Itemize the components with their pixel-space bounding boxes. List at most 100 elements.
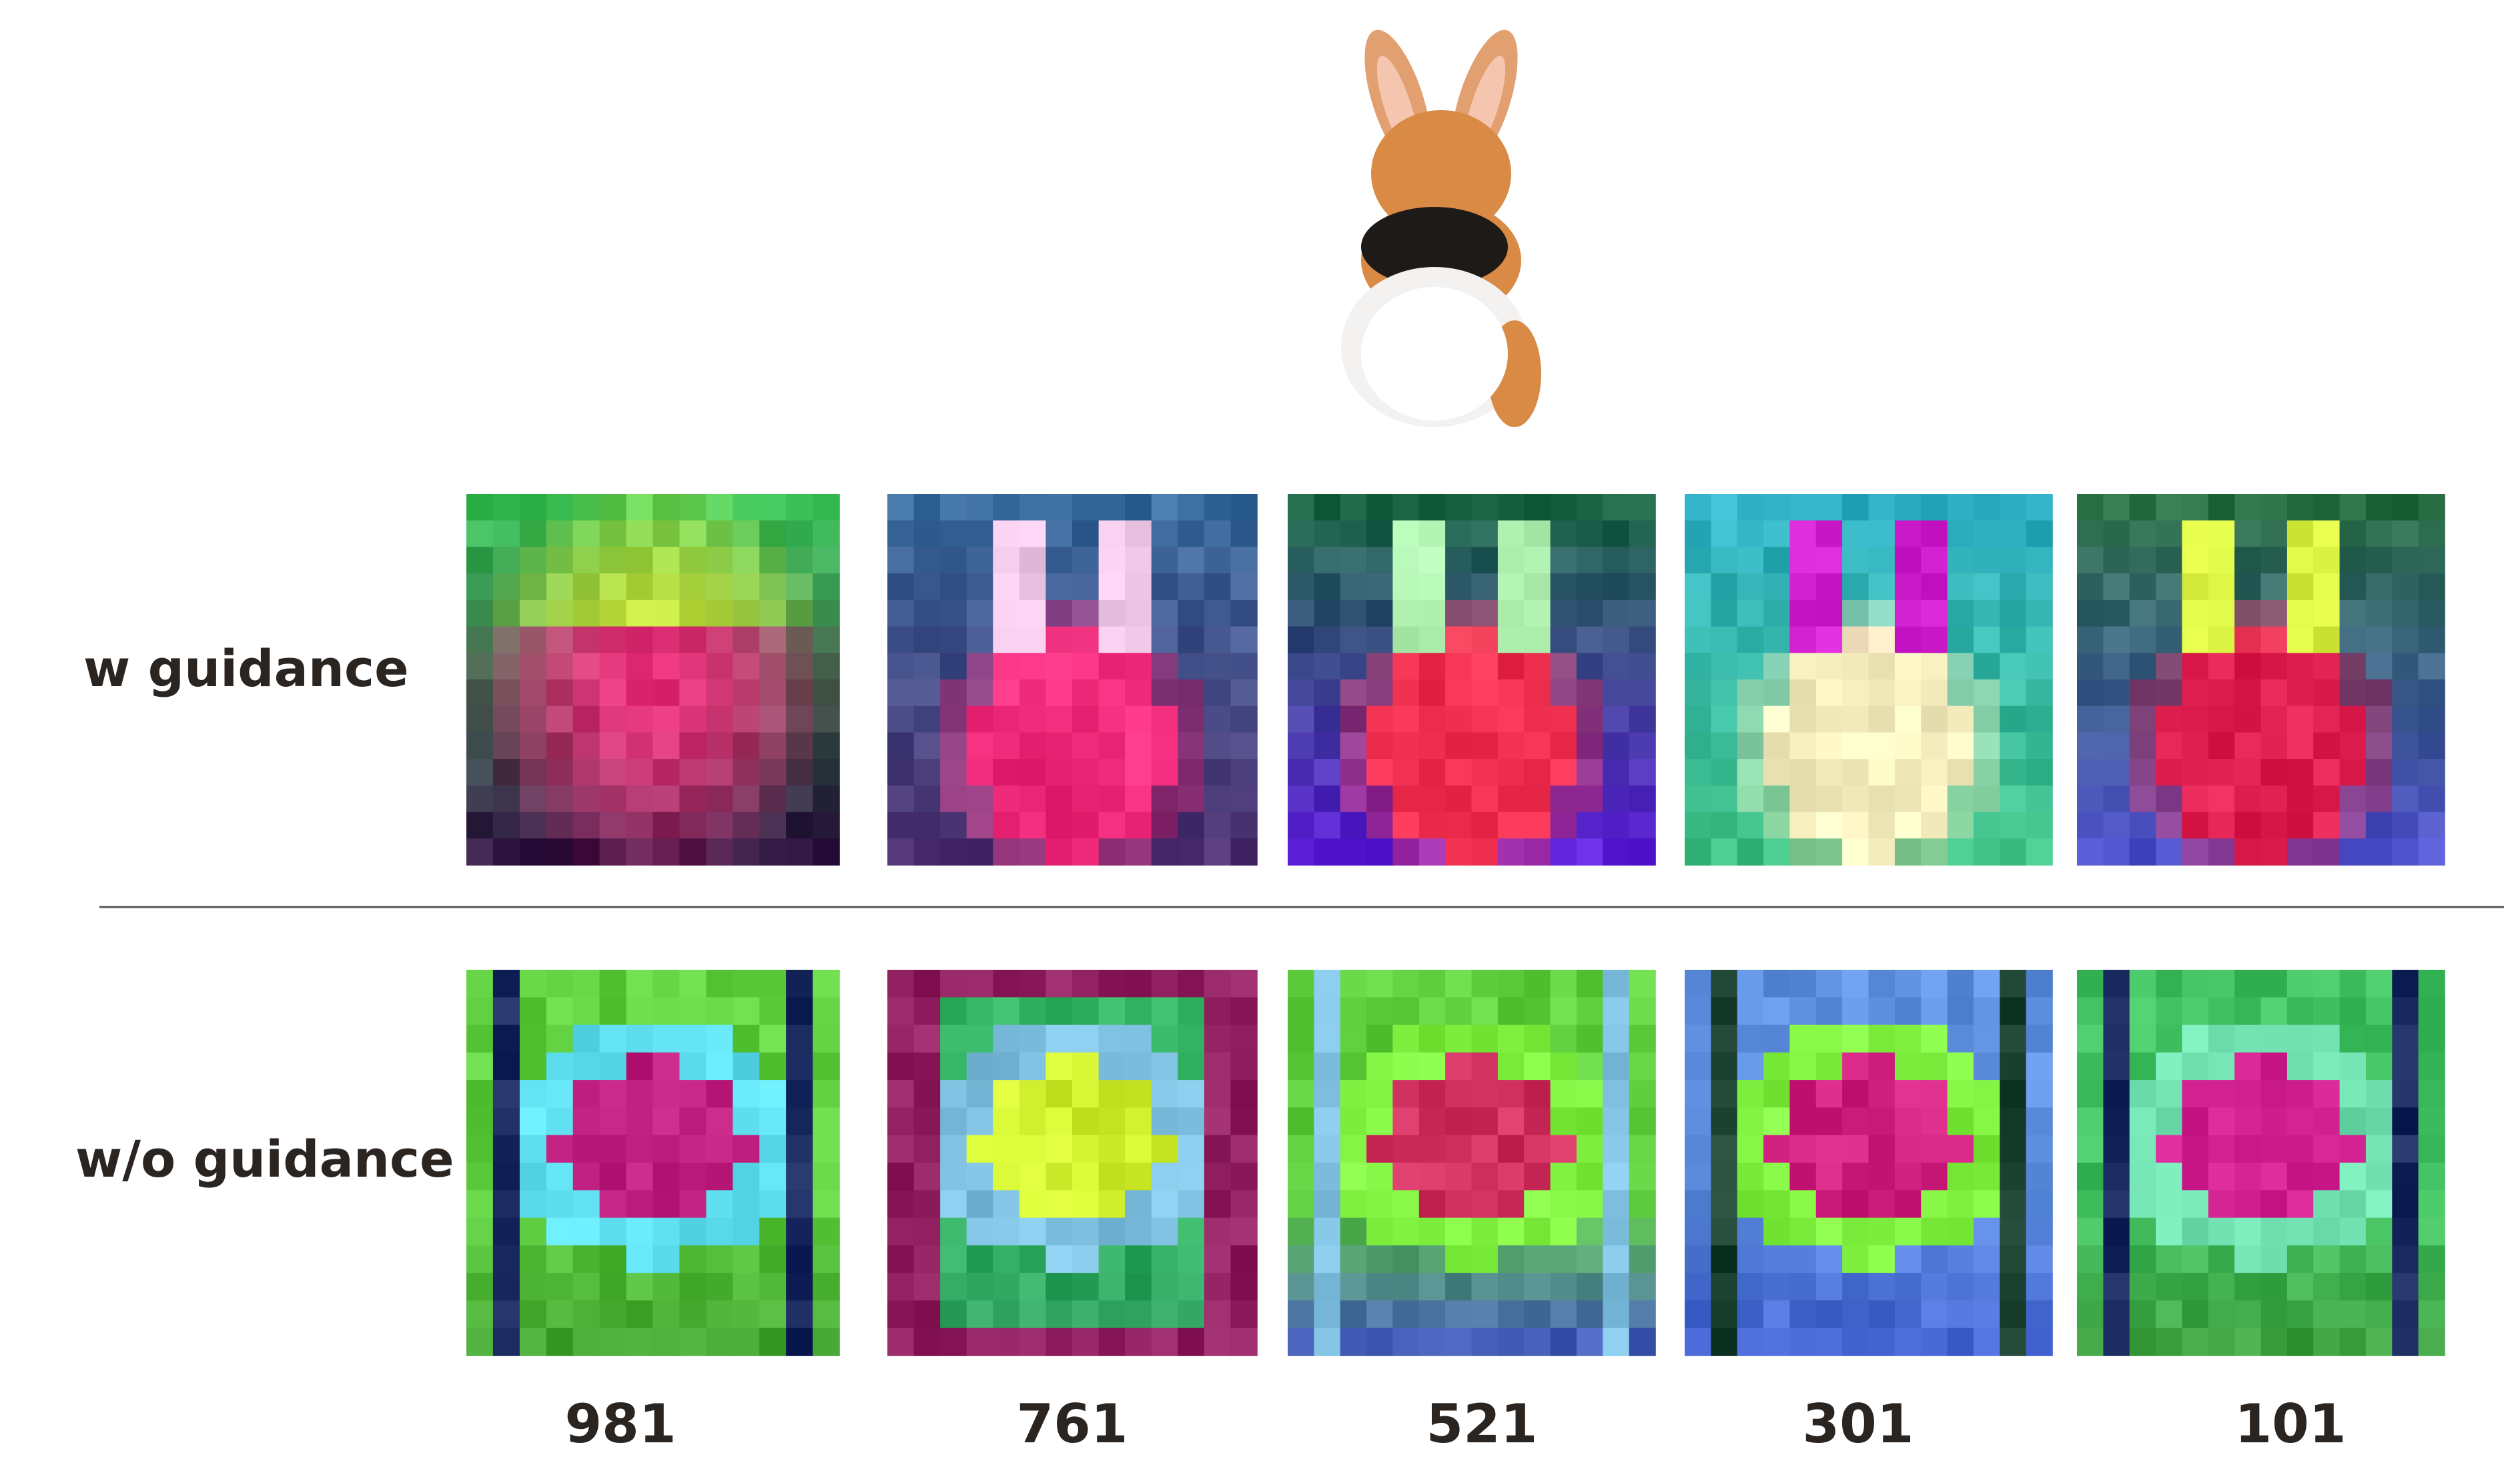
pixel <box>1366 1080 1394 1109</box>
pixel <box>1392 1163 1420 1191</box>
pixel <box>1340 1163 1367 1191</box>
pixel <box>966 626 994 654</box>
pixel <box>1685 759 1712 786</box>
pixel <box>813 1217 840 1246</box>
pixel <box>1125 705 1152 733</box>
pixel <box>519 520 547 548</box>
pixel <box>653 705 681 733</box>
pixel <box>1471 626 1499 654</box>
pixel <box>2077 785 2104 813</box>
pixel <box>1019 997 1047 1026</box>
pixel <box>1629 573 1656 601</box>
pixel <box>2208 1190 2235 1219</box>
pixel <box>966 705 994 733</box>
pixel <box>466 812 494 840</box>
pixel <box>993 1052 1020 1081</box>
pixel <box>2077 1273 2104 1301</box>
pixel <box>2418 732 2445 760</box>
pixel <box>1685 1080 1712 1109</box>
pixel <box>1178 1052 1205 1081</box>
pixel <box>653 970 681 998</box>
pixel <box>1737 705 1764 733</box>
pixel <box>1045 679 1073 707</box>
pixel <box>1497 520 1525 548</box>
pixel <box>1418 1080 1446 1109</box>
pixel <box>2260 679 2288 707</box>
pixel <box>1763 1273 1791 1301</box>
pixel <box>993 494 1020 521</box>
pixel <box>546 812 574 840</box>
pixel <box>599 785 627 813</box>
pixel <box>1314 997 1341 1026</box>
pixel <box>2129 1080 2156 1109</box>
pixel <box>706 1107 734 1136</box>
pixel <box>733 705 760 733</box>
pixel <box>1178 573 1205 601</box>
pixel <box>1445 1328 1473 1356</box>
pixel <box>1947 785 1974 813</box>
pixel <box>940 732 967 760</box>
pixel <box>2103 520 2130 548</box>
pixel <box>2129 1245 2156 1273</box>
pixel <box>2077 626 2104 654</box>
pixel <box>2077 599 2104 627</box>
pixel <box>1445 970 1473 998</box>
pixel <box>2286 547 2315 574</box>
pixel <box>1098 494 1126 521</box>
pixel <box>1340 838 1367 866</box>
pixel <box>1973 626 2001 654</box>
pixel <box>1973 1163 2001 1191</box>
pixel <box>2339 1080 2367 1109</box>
pixel <box>572 520 600 548</box>
pixel <box>759 1245 787 1273</box>
pixel <box>1045 1024 1073 1053</box>
pixel <box>1763 1217 1791 1246</box>
pixel <box>519 679 547 707</box>
pixel <box>492 1024 520 1053</box>
pixel <box>1737 1328 1764 1356</box>
pixel <box>572 812 600 840</box>
pixel <box>1497 1107 1525 1136</box>
step-label: 521 <box>1426 1393 1538 1455</box>
pixel <box>1230 812 1258 840</box>
pixel <box>2156 1052 2183 1081</box>
pixel <box>1445 1190 1473 1219</box>
pixel <box>759 838 787 866</box>
pixel <box>1098 997 1126 1026</box>
pixel <box>1392 1190 1420 1219</box>
pixel <box>572 1024 600 1053</box>
pixel <box>679 653 707 680</box>
pixel <box>1125 1163 1152 1191</box>
pixel <box>1894 785 1922 813</box>
pixel <box>626 653 654 680</box>
pixel <box>1151 1245 1179 1273</box>
pixel <box>1178 626 1205 654</box>
pixel <box>1288 732 1315 760</box>
pixel <box>492 1052 520 1081</box>
pixel <box>913 1190 941 1219</box>
pixel <box>492 838 520 866</box>
pixel <box>786 494 813 521</box>
pixel <box>2156 626 2183 654</box>
pixel <box>706 1245 734 1273</box>
pixel <box>1711 705 1738 733</box>
pixel <box>940 1190 967 1219</box>
pixel <box>1204 785 1232 813</box>
pixel <box>492 1163 520 1191</box>
pixel <box>966 1300 994 1329</box>
pixel <box>2260 732 2288 760</box>
pixel <box>1178 732 1205 760</box>
pixel <box>706 1024 734 1053</box>
pixel <box>546 547 574 574</box>
pixel <box>786 838 813 866</box>
pixel <box>1151 1328 1179 1356</box>
pixel <box>1842 705 1869 733</box>
pixel <box>466 1300 494 1329</box>
pixel <box>1445 1273 1473 1301</box>
pixel <box>1366 1107 1394 1136</box>
pixel <box>2365 838 2393 866</box>
pixel <box>1894 653 1922 680</box>
pixel <box>1711 1024 1738 1053</box>
pixel <box>1288 1052 1315 1081</box>
pixel <box>1685 679 1712 707</box>
